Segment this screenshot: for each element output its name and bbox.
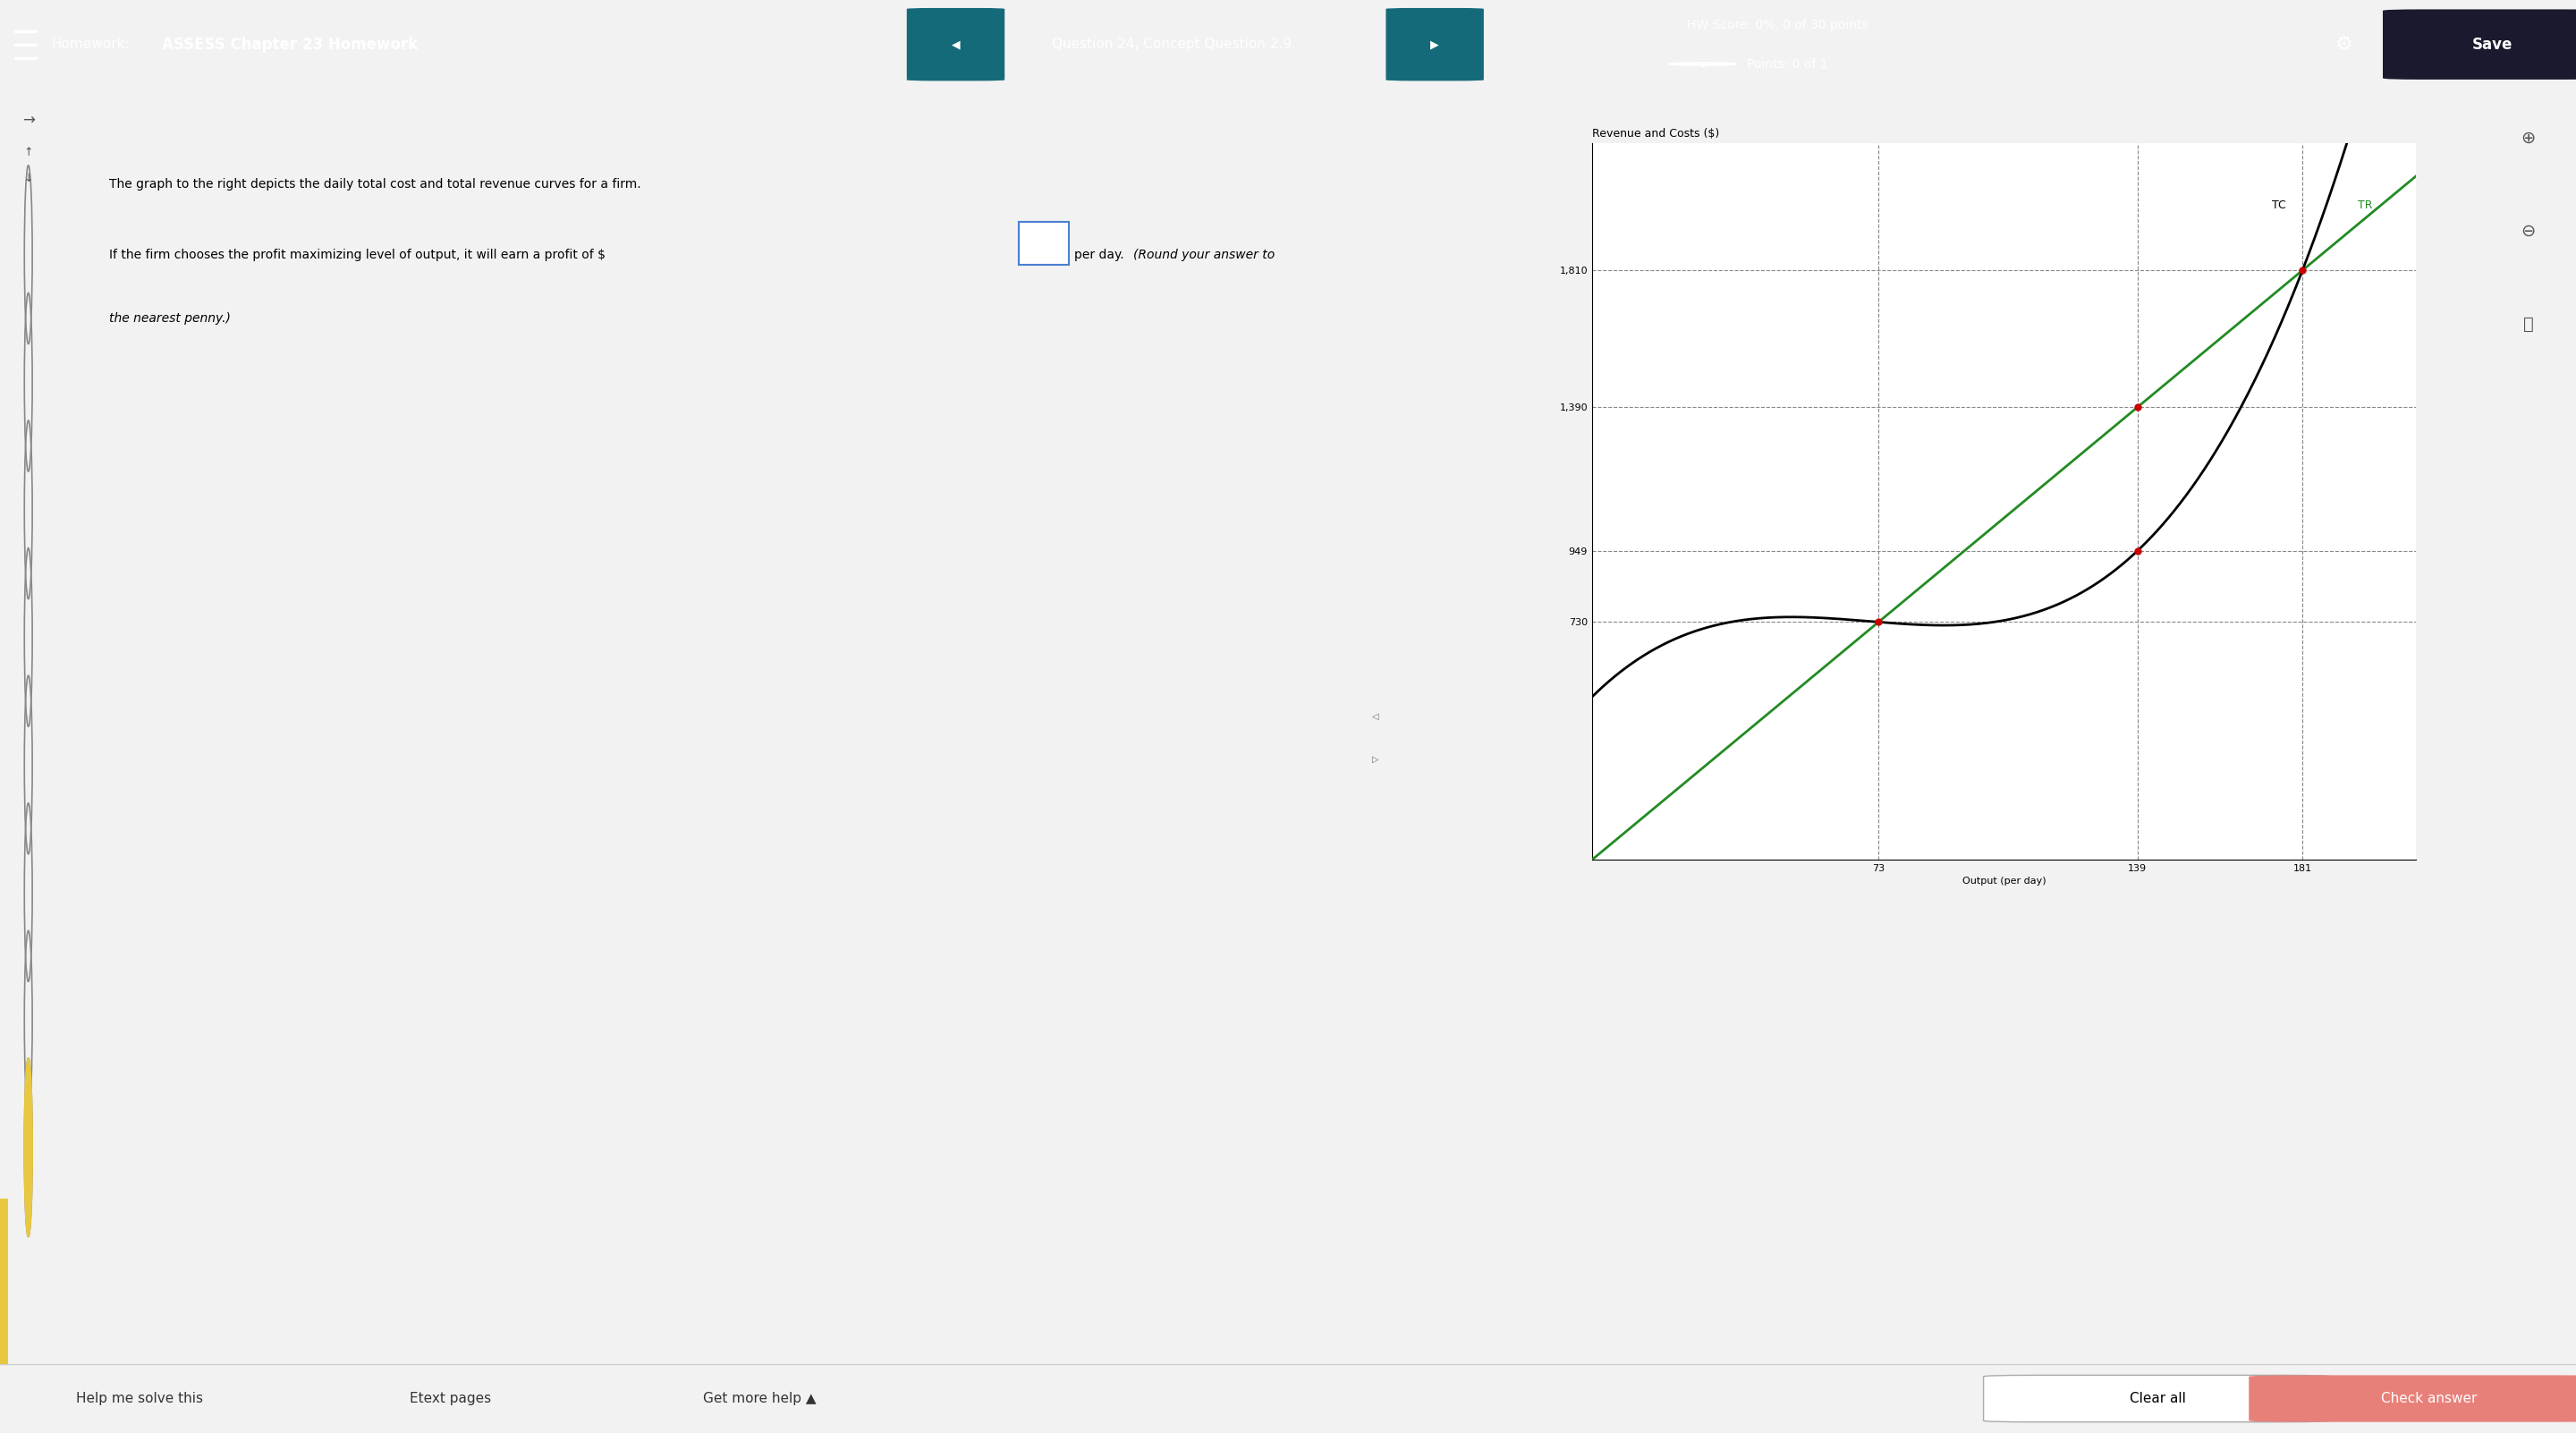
Text: The graph to the right depicts the daily total cost and total revenue curves for: The graph to the right depicts the daily… [111,178,641,191]
Text: ⤢: ⤢ [2522,315,2535,332]
Text: If the firm chooses the profit maximizing level of output, it will earn a profit: If the firm chooses the profit maximizin… [111,248,605,261]
Text: Help me solve this: Help me solve this [75,1391,204,1406]
FancyBboxPatch shape [907,9,1005,80]
Text: ⊕: ⊕ [2522,129,2535,146]
Text: ASSESS Chapter 23 Homework: ASSESS Chapter 23 Homework [162,36,417,53]
Text: HW Score: 0%, 0 of 30 points: HW Score: 0%, 0 of 30 points [1687,19,1868,32]
Text: ▷: ▷ [1373,755,1378,764]
Text: Check answer: Check answer [2380,1391,2478,1406]
Text: Homework:: Homework: [52,37,129,52]
FancyBboxPatch shape [1386,9,1484,80]
Text: ↑: ↑ [23,146,33,159]
Text: ↓: ↓ [23,172,33,183]
Bar [0,1198,8,1364]
Text: Etext pages: Etext pages [410,1391,492,1406]
Text: →: → [23,113,33,129]
Text: TR: TR [2357,199,2372,211]
Text: Points: 0 of 1: Points: 0 of 1 [1747,57,1826,70]
Text: TC: TC [2272,199,2285,211]
Text: Get more help ▲: Get more help ▲ [703,1391,817,1406]
FancyBboxPatch shape [2383,10,2576,79]
Circle shape [23,1058,33,1237]
Text: Question 24, Concept Question 2.9: Question 24, Concept Question 2.9 [1051,37,1293,52]
FancyBboxPatch shape [1018,222,1069,265]
Text: per day.: per day. [1074,248,1131,261]
Text: ◀: ◀ [951,39,961,50]
Text: (Round your answer to: (Round your answer to [1133,248,1275,261]
Text: Clear all: Clear all [2130,1391,2184,1406]
X-axis label: Output (per day): Output (per day) [1963,877,2045,886]
Text: ⊖: ⊖ [2522,222,2535,239]
FancyBboxPatch shape [1984,1376,2331,1422]
Text: ▶: ▶ [1430,39,1440,50]
FancyBboxPatch shape [2249,1376,2576,1422]
Text: Save: Save [2473,36,2512,53]
Text: ◁: ◁ [1373,712,1378,721]
Text: Revenue and Costs ($): Revenue and Costs ($) [1592,128,1718,140]
Text: ⚙: ⚙ [2336,36,2352,53]
Text: the nearest penny.): the nearest penny.) [111,312,232,324]
